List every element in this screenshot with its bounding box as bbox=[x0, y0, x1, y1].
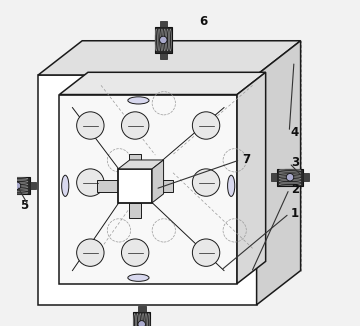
Bar bbox=[4, 177, 30, 194]
Bar bbox=[0, 182, 4, 189]
Bar bbox=[277, 169, 303, 186]
Circle shape bbox=[286, 173, 294, 181]
Bar bbox=[130, 154, 141, 169]
Polygon shape bbox=[38, 75, 257, 305]
Text: 2: 2 bbox=[291, 183, 299, 196]
Bar bbox=[97, 180, 118, 192]
Text: 4: 4 bbox=[291, 126, 299, 139]
Circle shape bbox=[13, 182, 21, 189]
Bar bbox=[152, 180, 173, 192]
Circle shape bbox=[192, 169, 220, 196]
Polygon shape bbox=[118, 169, 152, 203]
Text: 6: 6 bbox=[199, 15, 208, 28]
Bar bbox=[271, 173, 277, 181]
Ellipse shape bbox=[228, 175, 235, 196]
Bar bbox=[160, 52, 167, 59]
Polygon shape bbox=[152, 160, 163, 203]
Polygon shape bbox=[59, 72, 266, 95]
Polygon shape bbox=[237, 72, 266, 284]
Text: 3: 3 bbox=[291, 156, 299, 170]
Bar bbox=[133, 312, 150, 326]
Bar bbox=[139, 306, 145, 312]
Circle shape bbox=[121, 239, 149, 266]
Text: 5: 5 bbox=[20, 199, 28, 212]
Polygon shape bbox=[257, 41, 301, 305]
Circle shape bbox=[77, 169, 104, 196]
Text: 1: 1 bbox=[291, 207, 299, 220]
Circle shape bbox=[77, 112, 104, 139]
Polygon shape bbox=[38, 41, 301, 75]
Ellipse shape bbox=[62, 175, 69, 196]
Bar bbox=[130, 203, 141, 218]
Polygon shape bbox=[59, 95, 237, 284]
Circle shape bbox=[77, 239, 104, 266]
Bar bbox=[303, 173, 309, 181]
Polygon shape bbox=[118, 160, 163, 169]
Circle shape bbox=[121, 112, 149, 139]
Bar bbox=[30, 182, 36, 189]
Circle shape bbox=[159, 36, 167, 44]
Bar bbox=[160, 21, 167, 27]
Ellipse shape bbox=[128, 274, 149, 281]
Circle shape bbox=[192, 112, 220, 139]
Circle shape bbox=[192, 239, 220, 266]
Ellipse shape bbox=[128, 97, 149, 104]
Circle shape bbox=[138, 321, 145, 326]
Bar bbox=[155, 27, 172, 52]
Text: 7: 7 bbox=[242, 153, 250, 166]
